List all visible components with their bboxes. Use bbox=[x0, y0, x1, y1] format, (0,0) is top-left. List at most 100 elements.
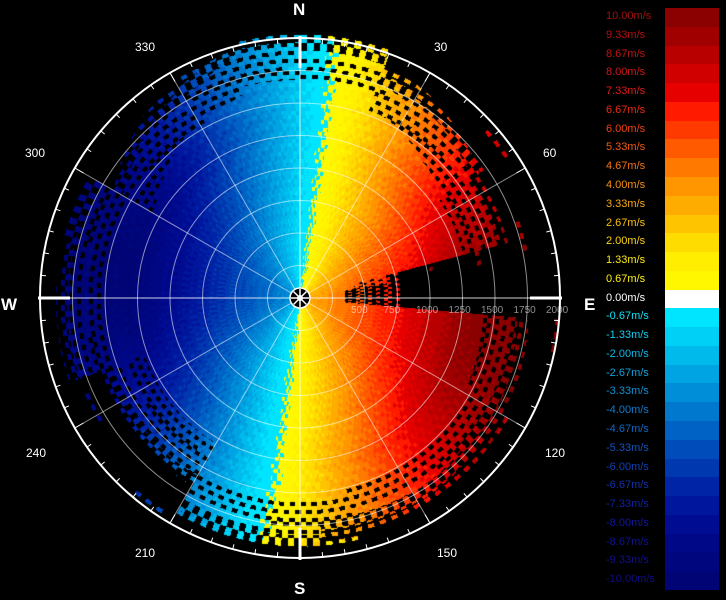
legend-entry-swatch bbox=[665, 233, 719, 253]
legend-entry: 5.33m/s bbox=[603, 139, 721, 159]
azimuth-tick bbox=[254, 549, 257, 555]
legend-entry-swatch bbox=[665, 327, 719, 346]
azimuth-tick bbox=[551, 341, 557, 344]
legend-entry-label: 10.00m/s bbox=[606, 10, 652, 22]
bearing-label-150: 150 bbox=[437, 546, 458, 560]
legend-entry-swatch bbox=[665, 533, 719, 553]
range-label: 1250 bbox=[449, 305, 472, 316]
azimuth-tick bbox=[115, 113, 121, 119]
legend-entry: -1.33m/s bbox=[603, 327, 721, 346]
legend-entry-label: -2.00m/s bbox=[606, 347, 649, 360]
legend-entry-swatch bbox=[665, 308, 719, 328]
legend-entry: -8.00m/s bbox=[603, 514, 721, 534]
azimuth-tick bbox=[169, 514, 176, 524]
range-ring-overlay: 500 750 1000 1250 1500 1750 2000 bbox=[38, 36, 569, 560]
legend-entry: 0.67m/s bbox=[603, 270, 721, 290]
legend-entry-swatch bbox=[665, 439, 719, 459]
azimuth-tick bbox=[424, 72, 431, 82]
legend-entry-swatch bbox=[665, 345, 719, 365]
legend-entry-swatch bbox=[665, 195, 719, 215]
bearing-label-210: 210 bbox=[135, 546, 156, 560]
azimuth-tick bbox=[64, 405, 70, 409]
legend-entry: 10.00m/s bbox=[603, 8, 721, 27]
legend-entry-swatch bbox=[665, 383, 719, 403]
legend-entry-swatch bbox=[665, 571, 719, 590]
legend-entry-swatch bbox=[665, 477, 719, 497]
azimuth-tick bbox=[407, 62, 411, 68]
legend-entry-swatch bbox=[665, 364, 719, 384]
velocity-color-legend: 10.00m/s 9.33m/s 8.67m/s 8.00m/s 7.33m/s 6.67… bbox=[603, 8, 721, 590]
azimuth-tick bbox=[43, 341, 49, 344]
azimuth-spoke bbox=[299, 297, 431, 524]
legend-entry-label: 6.00m/s bbox=[606, 122, 646, 135]
legend-entry-swatch bbox=[665, 514, 719, 534]
azimuth-tick bbox=[479, 113, 485, 119]
legend-entry: -4.67m/s bbox=[603, 421, 721, 440]
azimuth-tick bbox=[530, 405, 536, 409]
legend-entry: -5.33m/s bbox=[603, 439, 721, 459]
azimuth-spoke bbox=[299, 72, 431, 299]
azimuth-tick bbox=[48, 363, 54, 366]
azimuth-tick bbox=[445, 506, 450, 512]
legend-entry-swatch bbox=[665, 252, 719, 271]
legend-entry-label: -4.67m/s bbox=[606, 423, 649, 436]
azimuth-tick bbox=[495, 130, 500, 135]
azimuth-tick bbox=[254, 41, 257, 47]
legend-entry: -4.00m/s bbox=[603, 402, 721, 422]
legend-entry: -10.00m/s bbox=[603, 571, 721, 590]
legend-entry: 2.67m/s bbox=[603, 214, 721, 234]
azimuth-tick bbox=[343, 41, 346, 47]
range-label: 1750 bbox=[514, 305, 537, 316]
legend-entry-label: 8.67m/s bbox=[606, 47, 646, 60]
legend-entry-swatch bbox=[665, 270, 719, 290]
azimuth-tick bbox=[495, 461, 500, 466]
azimuth-tick bbox=[150, 506, 155, 512]
legend-entry-label: -4.00m/s bbox=[606, 404, 649, 417]
legend-entry-label: 6.67m/s bbox=[606, 103, 646, 116]
legend-entry-swatch bbox=[665, 64, 719, 84]
legend-entry-label: -9.33m/s bbox=[606, 554, 649, 567]
azimuth-tick bbox=[74, 422, 84, 429]
legend-entry-label: 8.00m/s bbox=[606, 66, 646, 79]
azimuth-spoke bbox=[299, 297, 526, 429]
azimuth-tick bbox=[100, 130, 105, 135]
azimuth-tick bbox=[115, 477, 121, 483]
azimuth-tick bbox=[407, 528, 411, 534]
legend-entry: -9.33m/s bbox=[603, 552, 721, 572]
legend-entry-label: 7.33m/s bbox=[606, 85, 646, 98]
legend-entry-swatch bbox=[665, 83, 719, 102]
azimuth-tick bbox=[132, 493, 137, 498]
azimuth-tick bbox=[210, 537, 214, 543]
legend-entry: 9.33m/s bbox=[603, 26, 721, 46]
west-label: W bbox=[1, 295, 18, 314]
azimuth-tick bbox=[64, 187, 70, 191]
azimuth-spoke bbox=[74, 297, 301, 429]
legend-entry: -0.67m/s bbox=[603, 308, 721, 328]
azimuth-tick bbox=[55, 208, 61, 212]
east-label: E bbox=[584, 295, 596, 314]
bearing-label-30: 30 bbox=[434, 40, 448, 54]
azimuth-tick bbox=[55, 384, 61, 388]
azimuth-spoke bbox=[169, 72, 301, 299]
legend-entry-swatch bbox=[665, 45, 719, 65]
azimuth-tick bbox=[169, 72, 176, 82]
azimuth-tick bbox=[539, 384, 545, 388]
azimuth-tick bbox=[546, 363, 552, 366]
range-label: 1500 bbox=[481, 305, 504, 316]
legend-entry: 2.00m/s bbox=[603, 233, 721, 253]
range-label: 500 bbox=[351, 305, 368, 316]
legend-entry: 0.00m/s bbox=[603, 289, 721, 309]
azimuth-tick bbox=[365, 46, 368, 52]
legend-entry: 1.33m/s bbox=[603, 252, 721, 271]
legend-entry: 4.67m/s bbox=[603, 158, 721, 177]
azimuth-tick bbox=[210, 53, 214, 59]
bearing-label-240: 240 bbox=[26, 446, 47, 460]
azimuth-spoke bbox=[169, 297, 301, 524]
azimuth-tick bbox=[100, 461, 105, 466]
legend-entry: -6.67m/s bbox=[603, 477, 721, 497]
bearing-label-120: 120 bbox=[545, 446, 566, 460]
legend-entry-swatch bbox=[665, 402, 719, 422]
azimuth-tick bbox=[516, 167, 526, 174]
legend-entry: 6.67m/s bbox=[603, 101, 721, 121]
azimuth-tick bbox=[546, 230, 552, 233]
